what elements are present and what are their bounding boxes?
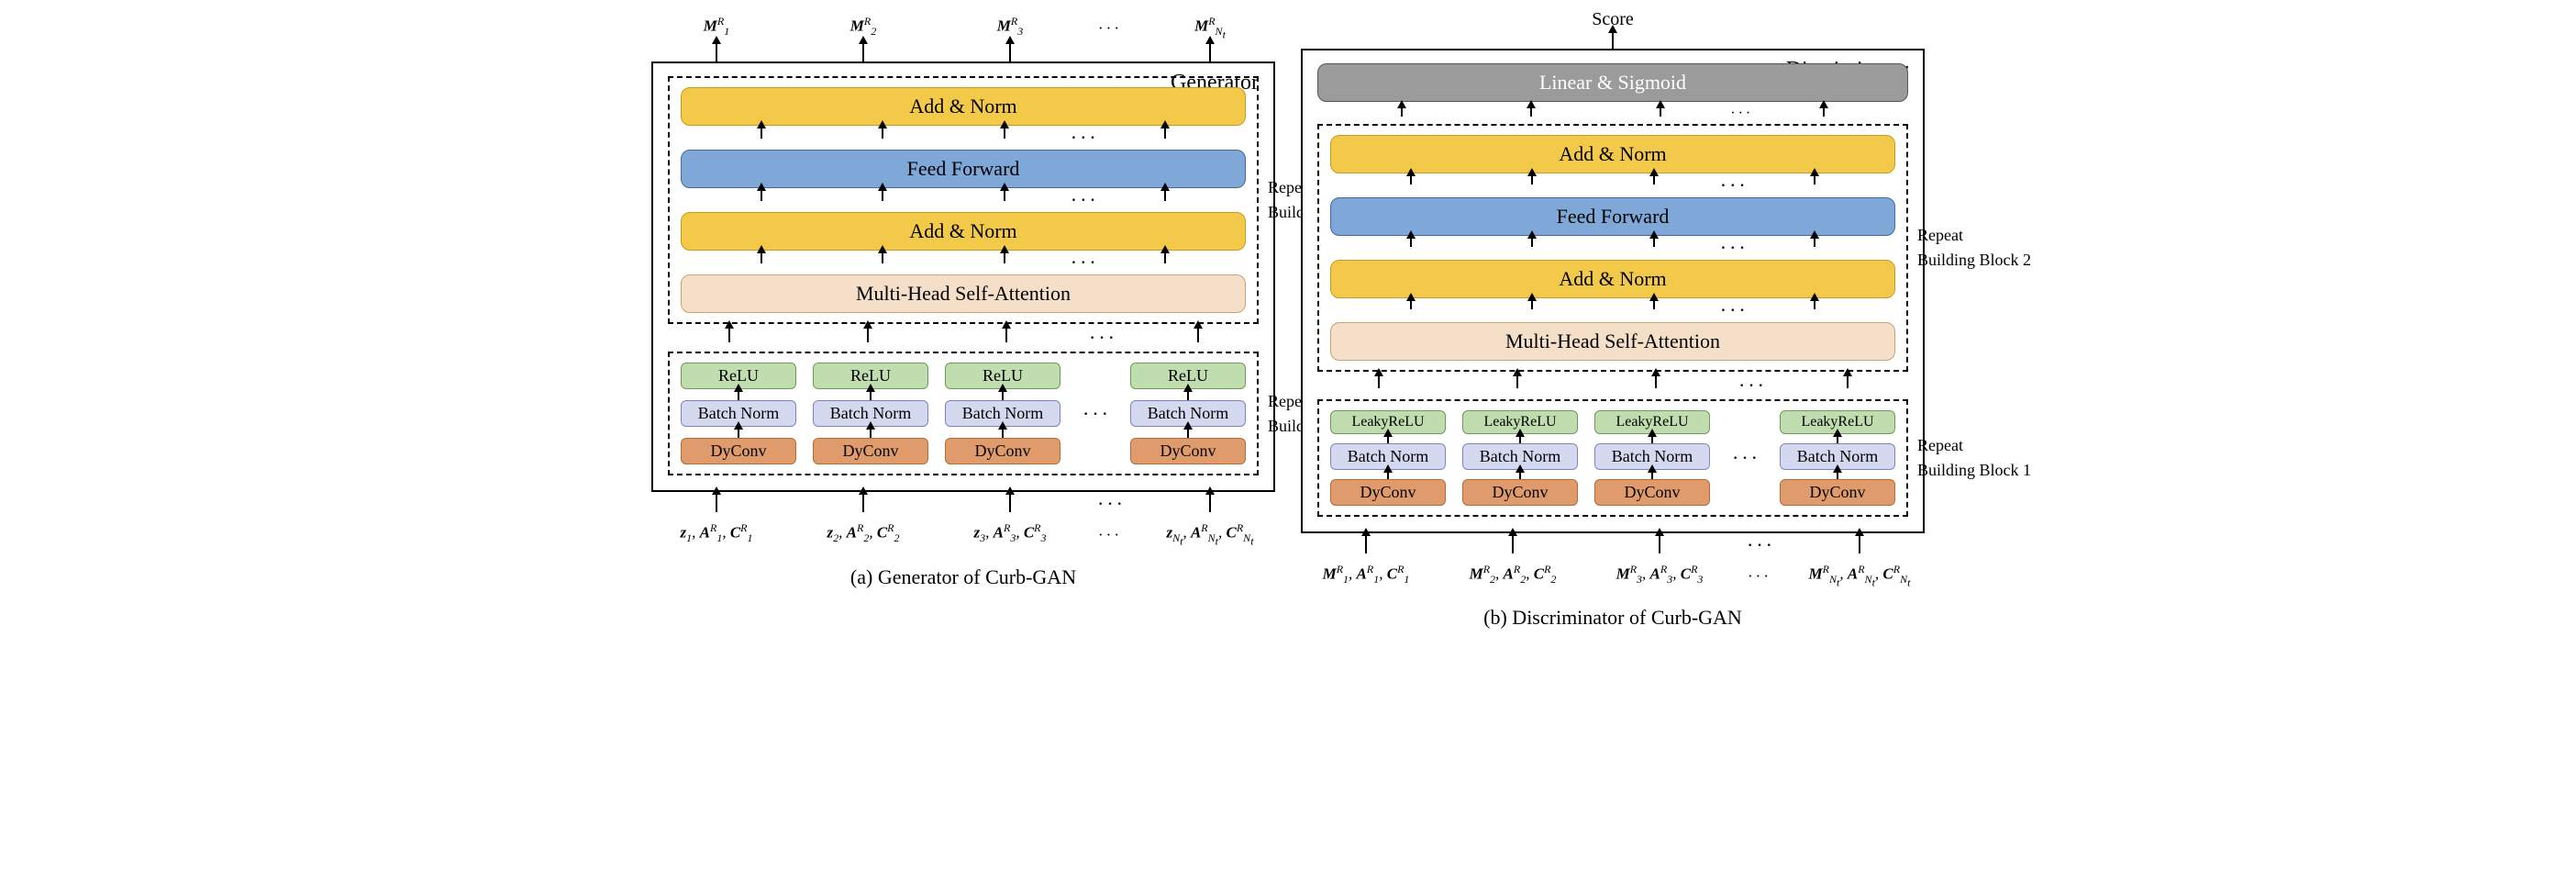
discriminator-inputs: MR1, AR1, CR1 MR2, AR2, CR2 MR3, AR3, CR…	[1301, 563, 1925, 589]
mhsa-layer: Multi-Head Self-Attention	[681, 274, 1246, 313]
generator-block1: Repeat Building Block 1 ReLU Batch Norm …	[668, 352, 1259, 475]
block1-col: ReLU Batch Norm DyConv	[1130, 363, 1246, 464]
block1-col: LeakyReLU Batch Norm DyConv	[1594, 410, 1710, 506]
generator-output-arrows	[651, 41, 1275, 61]
discriminator-input-arrows: ···	[1301, 533, 1925, 557]
block1-col: ReLU Batch Norm DyConv	[813, 363, 928, 464]
discriminator-block2-labels: Repeat Building Block 2	[1917, 223, 2031, 273]
generator-outer: Generator Repeat Building Block 2 Add & …	[651, 61, 1275, 492]
block1-col: ReLU Batch Norm DyConv	[681, 363, 796, 464]
generator-panel: MR1 MR2 MR3 ··· MRNt Generator Repeat Bu…	[651, 9, 1275, 589]
generator-inputs: z1, AR1, CR1 z2, AR2, CR2 z3, AR3, CR3 ·…	[651, 521, 1275, 548]
discriminator-block1-labels: Repeat Building Block 1	[1917, 433, 2031, 483]
discriminator-block1: Repeat Building Block 1 LeakyReLU Batch …	[1317, 399, 1908, 517]
generator-caption: (a) Generator of Curb-GAN	[651, 565, 1275, 589]
block1-col: LeakyReLU Batch Norm DyConv	[1330, 410, 1446, 506]
generator-outputs: MR1 MR2 MR3 ··· MRNt	[651, 15, 1275, 41]
discriminator-panel: Score Discriminator Linear & Sigmoid ···…	[1301, 9, 1925, 630]
block1-col: ReLU Batch Norm DyConv	[945, 363, 1060, 464]
discriminator-outer: Discriminator Linear & Sigmoid ··· Repea…	[1301, 49, 1925, 533]
linear-sigmoid-layer: Linear & Sigmoid	[1317, 63, 1908, 102]
discriminator-caption: (b) Discriminator of Curb-GAN	[1301, 606, 1925, 630]
generator-input-arrows: ···	[651, 492, 1275, 516]
generator-block2: Repeat Building Block 2 Add & Norm ··· F…	[668, 76, 1259, 324]
block1-col: LeakyReLU Batch Norm DyConv	[1780, 410, 1895, 506]
mhsa-layer: Multi-Head Self-Attention	[1330, 322, 1895, 361]
block1-col: LeakyReLU Batch Norm DyConv	[1462, 410, 1578, 506]
discriminator-block2: Repeat Building Block 2 Add & Norm ··· F…	[1317, 124, 1908, 372]
